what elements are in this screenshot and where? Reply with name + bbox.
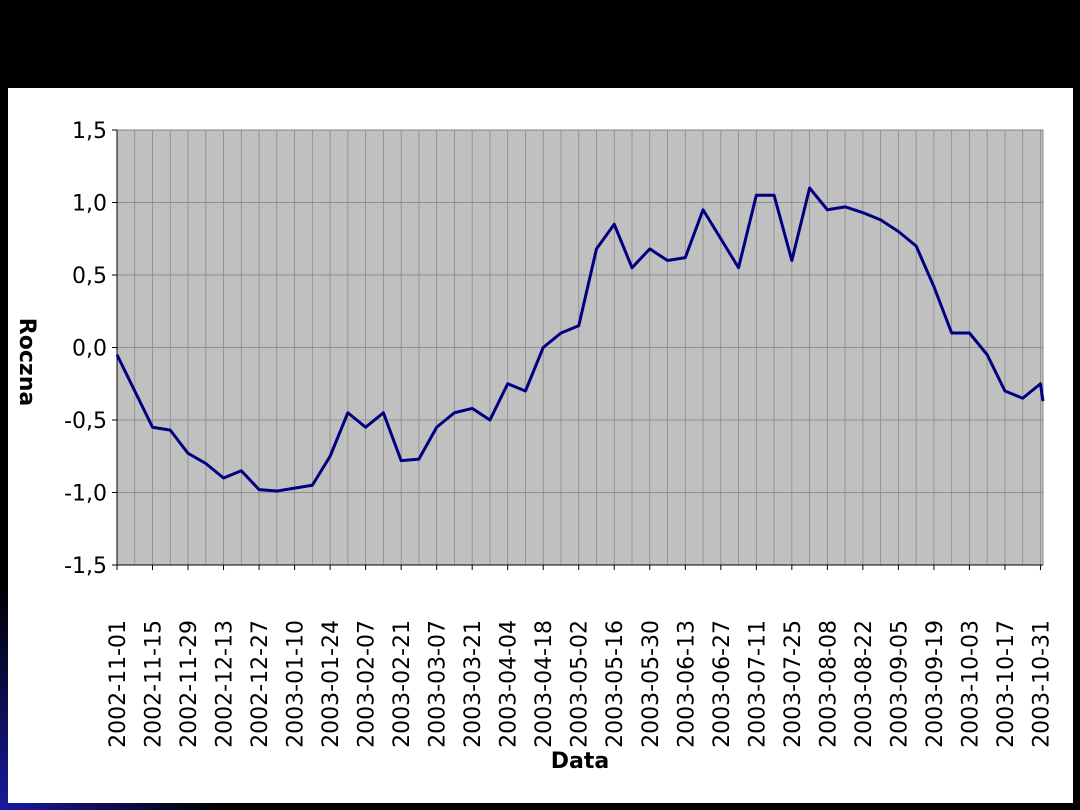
- y-tick-label: 0,0: [72, 337, 107, 362]
- x-tick-label: 2002-11-01: [106, 620, 131, 748]
- x-tick-label: 2003-02-21: [390, 620, 415, 748]
- x-tick-label: 2002-12-27: [248, 620, 273, 748]
- x-tick-label: 2003-09-19: [923, 620, 948, 748]
- y-tick-label: 1,5: [72, 119, 107, 144]
- x-tick-label: 2003-05-30: [639, 620, 664, 748]
- y-tick-label: 0,5: [72, 264, 107, 289]
- y-axis-label: Roczna: [14, 318, 39, 406]
- x-tick-label: 2003-03-07: [426, 620, 451, 748]
- x-tick-label: 2003-07-25: [781, 620, 806, 748]
- x-tick-label: 2003-03-21: [461, 620, 486, 748]
- x-tick-label: 2003-09-05: [887, 620, 912, 748]
- x-tick-label: 2003-07-11: [745, 620, 770, 748]
- x-tick-label: 2003-04-18: [532, 620, 557, 748]
- x-tick-label: 2003-05-16: [603, 620, 628, 748]
- x-tick-label: 2002-11-15: [142, 620, 167, 748]
- x-tick-label: 2002-12-13: [213, 620, 238, 748]
- x-tick-label: 2002-11-29: [177, 620, 202, 748]
- x-tick-label: 2003-01-10: [284, 620, 309, 748]
- x-tick-label: 2003-01-24: [319, 620, 344, 748]
- y-tick-label: -0,5: [64, 409, 107, 434]
- x-tick-label: 2003-08-22: [852, 620, 877, 748]
- x-tick-label: 2003-04-04: [497, 620, 522, 748]
- y-tick-label: 1,0: [72, 192, 107, 217]
- y-tick-label: -1,0: [64, 482, 107, 507]
- x-tick-label: 2003-06-13: [674, 620, 699, 748]
- x-tick-label: 2003-08-08: [816, 620, 841, 748]
- x-tick-label: 2003-05-02: [568, 620, 593, 748]
- line-series: [115, 186, 1045, 493]
- x-tick-label: 2003-06-27: [710, 620, 735, 748]
- x-tick-label: 2003-10-03: [958, 620, 983, 748]
- x-tick-label: 2003-10-17: [994, 620, 1019, 748]
- x-tick-label: 2003-02-07: [355, 620, 380, 748]
- y-tick-label: -1,5: [64, 554, 107, 579]
- x-axis-label: Data: [551, 749, 609, 774]
- x-tick-label: 2003-10-31: [1029, 620, 1054, 748]
